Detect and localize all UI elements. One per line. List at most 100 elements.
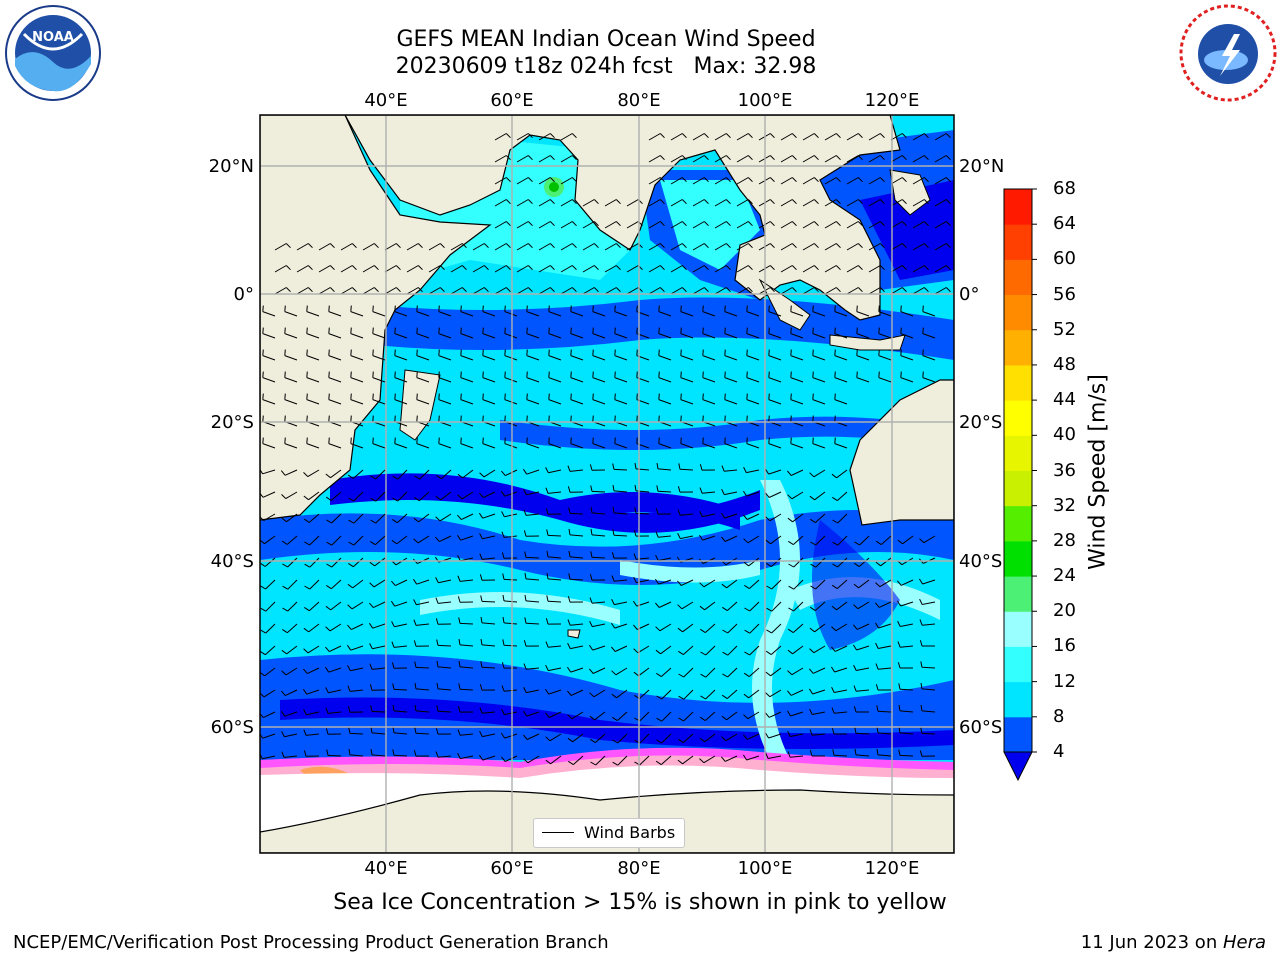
wind-barb-flag — [879, 243, 885, 249]
wind-barb — [592, 601, 606, 604]
wind-barb-flag — [788, 540, 794, 546]
wind-barb-flag — [945, 287, 951, 293]
wind-barb — [306, 733, 320, 736]
wind-barb-flag — [482, 371, 484, 378]
wind-barb-flag — [721, 715, 727, 721]
wind-barb — [636, 557, 650, 560]
wind-barb-flag — [372, 305, 374, 312]
wind-barb — [890, 287, 903, 295]
wind-barb-flag — [392, 704, 395, 711]
wind-barb — [934, 133, 947, 141]
wind-barb-flag — [856, 349, 858, 356]
lon-label-bottom-80e: 80°E — [617, 858, 660, 879]
wind-barb — [714, 177, 727, 185]
noaa-logo: NOAA — [5, 5, 101, 101]
colorbar-tick-label: 4 — [1053, 741, 1065, 762]
wind-barb — [736, 265, 749, 273]
wind-barb — [481, 644, 496, 647]
wind-barb — [526, 667, 540, 670]
wind-barb — [328, 333, 342, 339]
wind-barb-flag — [570, 349, 572, 356]
wind-barb — [548, 711, 562, 718]
wind-barb — [527, 755, 540, 764]
wind-barb — [362, 243, 375, 251]
wind-barb — [560, 177, 573, 185]
wind-barb-flag — [284, 393, 286, 400]
wind-barb — [724, 469, 738, 472]
wind-barb — [878, 355, 892, 361]
wind-barb — [264, 535, 276, 545]
wind-barb-flag — [416, 327, 418, 334]
wind-barb-flag — [790, 437, 792, 444]
wind-barb-flag — [461, 287, 467, 293]
wind-barb — [306, 355, 320, 361]
wind-barb-flag — [505, 155, 511, 161]
wind-barb — [736, 243, 749, 251]
wind-barb-flag — [262, 327, 264, 334]
wind-barb-flag — [702, 415, 704, 422]
wind-barb-flag — [588, 644, 594, 651]
wind-barb — [746, 333, 760, 339]
wind-barb — [812, 667, 826, 674]
lon-label-top-60e: 60°E — [490, 90, 533, 111]
wind-barb — [812, 443, 826, 449]
wind-barb-flag — [568, 760, 574, 766]
wind-barb — [702, 491, 716, 494]
wind-barb — [265, 623, 276, 634]
wind-barb — [802, 287, 815, 295]
wind-barb-flag — [897, 662, 901, 669]
wind-barb — [900, 333, 914, 339]
wind-barb-flag — [875, 582, 881, 588]
wind-barb — [780, 287, 793, 295]
wind-barb — [813, 645, 826, 654]
wind-barb — [793, 601, 804, 612]
wind-barb-flag — [504, 371, 506, 378]
wind-barb-flag — [919, 750, 923, 757]
wind-barb-flag — [328, 415, 330, 422]
wind-barb-flag — [328, 437, 330, 444]
wind-barb-flag — [413, 599, 417, 605]
wind-barb — [692, 155, 705, 163]
wind-barb-flag — [523, 734, 528, 740]
wind-barb-flag — [876, 726, 879, 733]
wind-barb — [516, 177, 529, 185]
wind-barb-flag — [945, 265, 951, 271]
wind-barb — [747, 711, 760, 720]
wind-barb — [394, 645, 408, 648]
wind-barb-flag — [898, 749, 901, 756]
wind-barb-flag — [809, 708, 813, 715]
wind-barb — [284, 469, 298, 476]
wind-barb — [724, 513, 738, 519]
wind-barb-flag — [898, 704, 901, 711]
wind-barb-flag — [416, 437, 418, 444]
wind-barb-flag — [612, 484, 615, 491]
wind-barb-flag — [306, 437, 308, 444]
wind-barb-flag — [590, 738, 596, 744]
wind-barb-flag — [699, 716, 706, 722]
wind-barb — [505, 469, 518, 477]
wind-barb — [416, 377, 430, 383]
wind-barb-flag — [721, 736, 727, 742]
wind-barb-flag — [482, 327, 484, 334]
wind-barb — [296, 265, 309, 273]
wind-barb-flag — [568, 573, 571, 580]
wind-barb — [516, 287, 529, 295]
wind-barb — [692, 243, 705, 251]
wind-barb-flag — [394, 393, 396, 400]
wind-barb-flag — [611, 693, 617, 699]
wind-barb — [287, 579, 298, 590]
colorbar-segment — [1004, 716, 1032, 753]
wind-barb-flag — [527, 287, 533, 293]
wind-barb — [373, 601, 386, 609]
wind-barb — [748, 689, 760, 699]
wind-barb — [661, 711, 672, 722]
wind-barb-flag — [505, 133, 511, 139]
wind-barb-flag — [857, 199, 863, 205]
wind-barb-flag — [633, 576, 637, 583]
wind-barb — [724, 355, 738, 361]
wind-barb-flag — [703, 155, 709, 161]
wind-barb-flag — [678, 673, 684, 678]
wind-barb — [306, 689, 320, 695]
wind-barb-flag — [923, 155, 929, 161]
wind-barb — [438, 311, 452, 317]
